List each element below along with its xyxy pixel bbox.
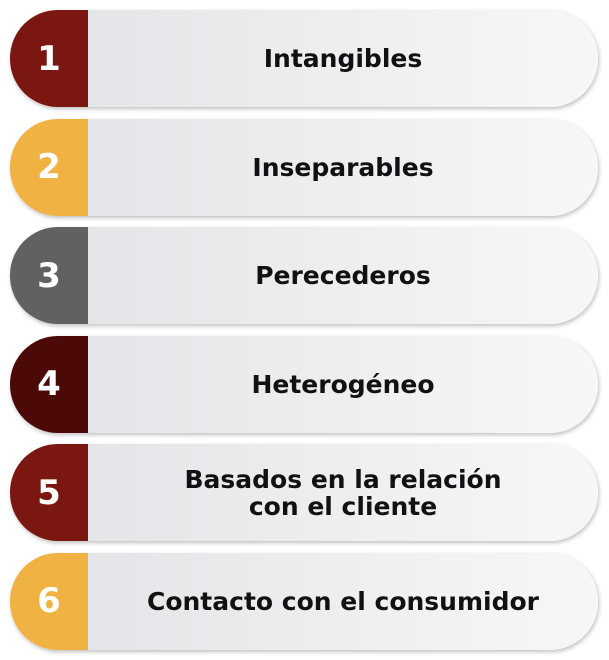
item-number: 5 xyxy=(10,444,88,541)
label-line: Basados en la relación xyxy=(184,464,502,494)
item-number: 6 xyxy=(10,552,88,650)
item-number: 1 xyxy=(10,10,88,107)
item-label: Intangibles xyxy=(88,10,598,107)
item-label: Heterogéneo xyxy=(88,335,598,433)
label-line: con el cliente xyxy=(248,491,438,521)
item-label: Contacto con el consumidor xyxy=(88,552,598,650)
list-item: 6 Contacto con el consumidor xyxy=(10,552,598,650)
label-line: Contacto con el consumidor xyxy=(146,586,539,616)
item-number: 4 xyxy=(10,335,88,433)
label-line: Heterogéneo xyxy=(251,369,435,399)
label-line: Inseparables xyxy=(252,152,434,182)
item-label: Basados en la relación con el cliente xyxy=(88,444,598,541)
list-item: 2 Inseparables xyxy=(10,118,598,216)
list-item: 5 Basados en la relación con el cliente xyxy=(10,444,598,541)
label-line: Perecederos xyxy=(255,261,431,290)
item-number: 2 xyxy=(10,118,88,216)
label-line: Intangibles xyxy=(263,44,423,73)
list-item: 4 Heterogéneo xyxy=(10,335,598,433)
item-number: 3 xyxy=(10,227,88,324)
list-item: 1 Intangibles xyxy=(10,10,598,107)
item-label: Perecederos xyxy=(88,227,598,324)
item-label: Inseparables xyxy=(88,118,598,216)
list-item: 3 Perecederos xyxy=(10,227,598,324)
